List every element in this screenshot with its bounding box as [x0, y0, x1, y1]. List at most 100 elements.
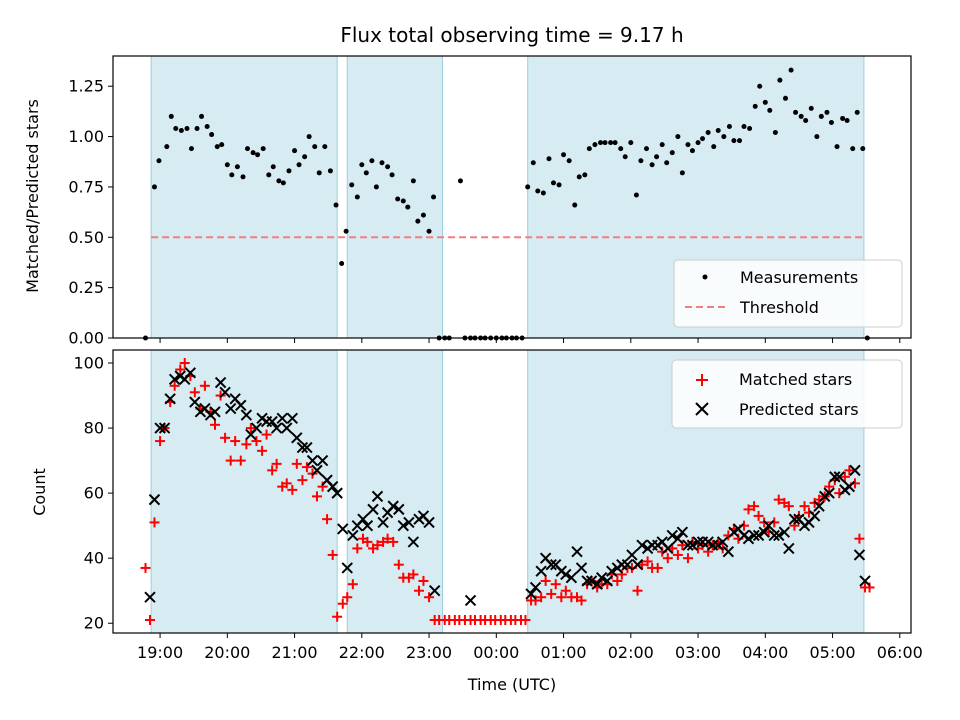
x-tick-label: 04:00	[742, 643, 788, 662]
measurement-point	[814, 134, 820, 140]
observing-interval-band	[150, 55, 338, 339]
measurement-point	[234, 164, 240, 170]
predicted-star-point	[636, 539, 648, 551]
bottom-panel: 20 40 60 80 100 19:00 20:00 21:00 22:00 23:00 00:0…	[73, 349, 923, 662]
predicted-star-point	[311, 464, 323, 477]
matched-star-point	[271, 458, 282, 469]
matched-star-point	[169, 380, 180, 391]
measurement-point	[270, 164, 276, 170]
predicted-star-point	[331, 487, 343, 499]
measurement-point	[721, 134, 727, 140]
measurement-point	[266, 172, 272, 178]
predicted-star-point	[144, 591, 156, 603]
measurement-point	[850, 146, 856, 152]
predicted-star-point	[529, 581, 542, 594]
matched-star-point	[267, 465, 278, 476]
measurement-point	[333, 202, 339, 208]
measurement-point	[363, 170, 369, 176]
x-tick-label: 19:00	[137, 643, 183, 662]
measurement-point	[828, 119, 834, 125]
matched-star-point	[839, 471, 850, 482]
measurement-point	[322, 144, 328, 150]
matched-star-point	[230, 436, 241, 447]
matched-star-point	[257, 445, 268, 456]
predicted-star-point	[606, 565, 618, 577]
matched-star-point	[642, 556, 653, 567]
x-tick-label: 22:00	[339, 643, 385, 662]
measurement-point	[405, 204, 411, 210]
matched-star-point	[287, 484, 298, 495]
measurement-point	[312, 144, 318, 150]
predicted-star-point	[833, 471, 845, 483]
predicted-star-point	[393, 503, 405, 516]
x-tick-label: 05:00	[809, 643, 855, 662]
matched-star-point	[799, 501, 810, 512]
legend-marker-measurements	[702, 274, 708, 280]
predicted-star-point	[686, 539, 699, 551]
predicted-star-point	[168, 373, 181, 385]
measurement-point	[633, 192, 639, 198]
measurement-point	[695, 140, 701, 146]
measurement-point	[276, 178, 282, 184]
measurement-point	[260, 146, 266, 152]
observing-interval-band	[346, 349, 444, 634]
measurement-point	[840, 115, 846, 121]
predicted-star-point	[154, 422, 166, 434]
measurement-point	[752, 103, 758, 109]
predicted-star-point	[829, 471, 841, 483]
top-legend: Measurements Threshold	[673, 259, 903, 328]
measurement-point	[818, 113, 824, 119]
predicted-star-point	[219, 386, 231, 398]
matched-star-point	[149, 517, 160, 528]
measurement-point	[737, 138, 743, 144]
y-tick-label: 40	[84, 549, 104, 568]
measurement-point	[156, 158, 162, 164]
measurement-point	[426, 228, 432, 234]
predicted-star-point	[560, 568, 572, 581]
predicted-star-point	[545, 558, 557, 571]
legend-label-matched: Matched stars	[739, 370, 852, 389]
predicted-star-point	[397, 519, 409, 532]
measurement-point	[679, 170, 685, 176]
measurement-point	[618, 146, 624, 152]
measurement-point	[250, 150, 256, 156]
matched-star-point	[261, 429, 272, 440]
bottom-y-axis-label: Count	[30, 468, 49, 516]
measurement-point	[803, 117, 809, 123]
matched-star-point	[773, 494, 784, 505]
predicted-star-point	[266, 415, 278, 428]
measurement-point	[711, 144, 717, 150]
matched-star-point	[424, 592, 435, 603]
measurement-point	[395, 196, 401, 202]
measurement-point	[649, 162, 655, 168]
matched-star-point	[209, 419, 220, 430]
predicted-star-point	[235, 399, 247, 412]
measurement-point	[576, 174, 582, 180]
predicted-star-point	[666, 529, 678, 542]
predicted-star-point	[423, 516, 435, 529]
measurement-point	[726, 124, 732, 129]
predicted-star-point	[189, 396, 201, 408]
measurement-point	[327, 168, 333, 174]
predicted-star-point	[758, 526, 770, 538]
predicted-star-point	[595, 571, 608, 584]
predicted-star-point	[428, 585, 441, 597]
measurement-point	[793, 109, 799, 115]
predicted-star-point	[341, 562, 353, 574]
matched-star-point	[388, 536, 399, 547]
matched-star-point	[682, 553, 693, 564]
predicted-star-point	[250, 422, 263, 434]
matched-star-point	[179, 358, 190, 369]
predicted-star-point	[682, 539, 694, 551]
predicted-star-point	[788, 513, 801, 525]
predicted-star-point	[535, 565, 547, 577]
matched-star-point	[749, 501, 760, 512]
measurement-point	[612, 140, 618, 146]
measurement-point	[782, 95, 788, 101]
matched-star-point	[413, 585, 424, 596]
measurement-point	[824, 109, 830, 115]
predicted-star-point	[859, 575, 871, 587]
legend-label-measurements: Measurements	[740, 268, 858, 287]
measurement-point	[762, 99, 768, 105]
measurement-point	[854, 109, 860, 115]
